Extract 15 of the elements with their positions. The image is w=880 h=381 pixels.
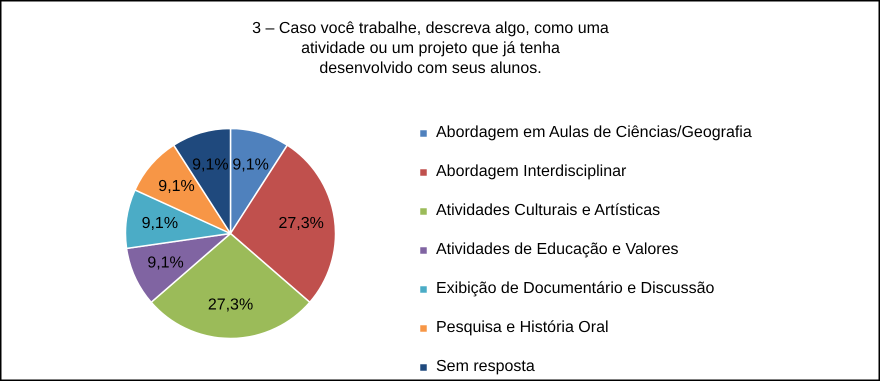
data-label: 9,1% — [192, 156, 229, 174]
data-label: 27,3% — [278, 214, 324, 232]
legend-label: Atividades Culturais e Artísticas — [436, 201, 660, 221]
legend-label: Abordagem Interdisciplinar — [436, 162, 626, 182]
chart-title: 3 – Caso você trabalhe, descreva algo, como uma atividade ou um projeto que já tenha desenvolvido com seus alunos. — [252, 20, 609, 77]
data-label: 9,1% — [158, 178, 195, 196]
data-label: 9,1% — [142, 214, 178, 232]
legend-label: Sem resposta — [436, 357, 535, 377]
legend-label: Pesquisa e História Oral — [436, 318, 609, 338]
legend-label: Atividades de Educação e Valores — [436, 240, 679, 260]
data-label: 27,3% — [208, 296, 254, 314]
legend-label: Abordagem em Aulas de Ciências/Geografia — [436, 123, 752, 143]
data-label: 9,1% — [147, 254, 184, 272]
data-label: 9,1% — [232, 156, 269, 174]
legend-label: Exibição de Documentário e Discussão — [436, 279, 714, 299]
